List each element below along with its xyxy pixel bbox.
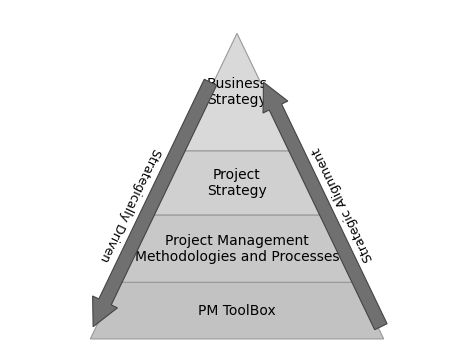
Polygon shape (118, 215, 356, 282)
Polygon shape (150, 151, 324, 215)
Text: Business
Strategy: Business Strategy (207, 77, 267, 107)
Polygon shape (181, 33, 293, 151)
Polygon shape (91, 282, 383, 339)
Text: Project
Strategy: Project Strategy (207, 168, 267, 198)
Text: Strategically Driven: Strategically Driven (98, 146, 163, 263)
Text: Project Management
Methodologies and Processes: Project Management Methodologies and Pro… (135, 234, 339, 264)
Text: Strategic Alignment: Strategic Alignment (311, 145, 376, 263)
Text: PM ToolBox: PM ToolBox (198, 304, 276, 318)
Polygon shape (92, 79, 217, 327)
Polygon shape (263, 82, 387, 330)
